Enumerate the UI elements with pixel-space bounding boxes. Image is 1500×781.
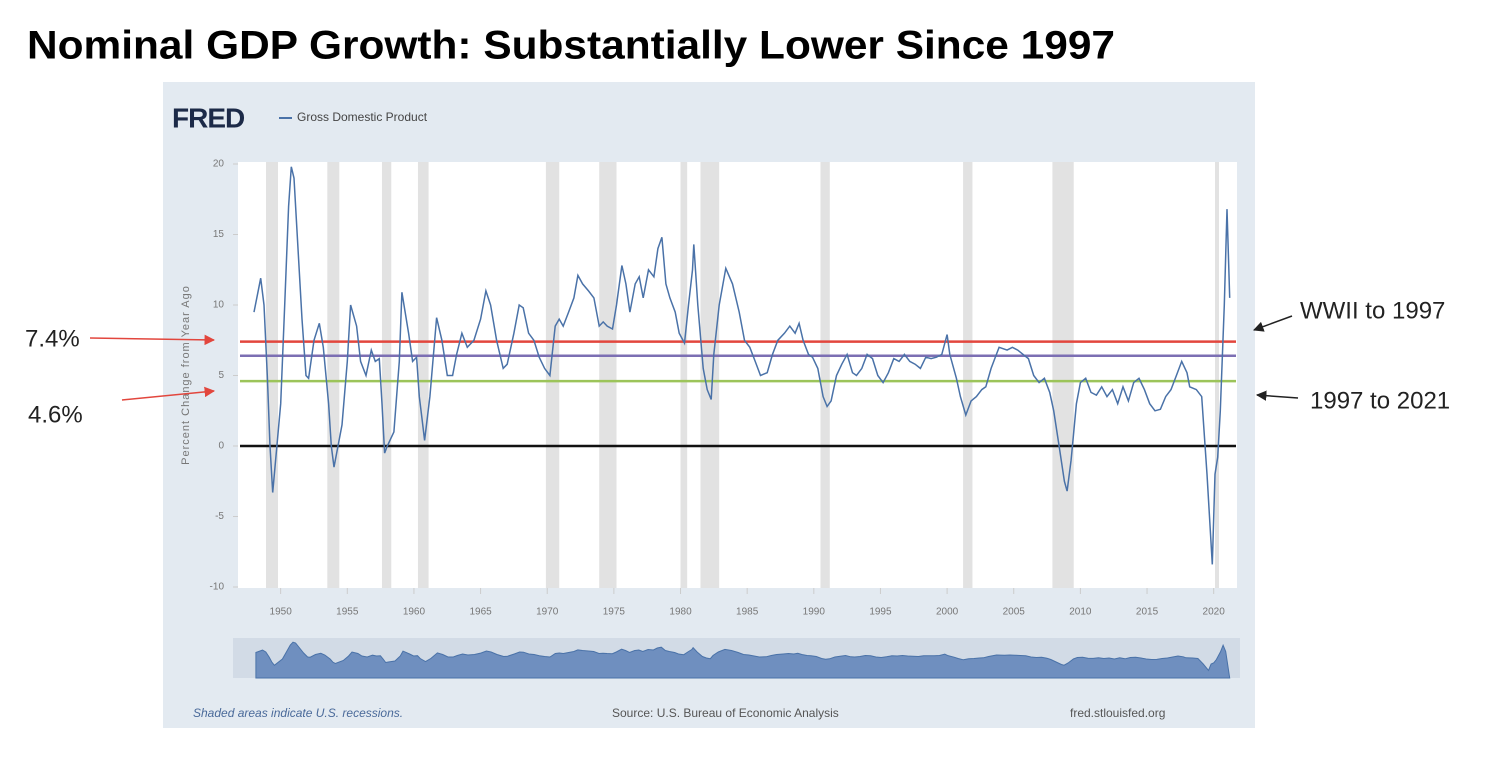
- recession-band: [820, 162, 830, 588]
- x-tick-label: 2010: [1069, 607, 1092, 618]
- y-axis-label: Percent Change from Year Ago: [180, 285, 192, 465]
- x-tick-label: 1970: [536, 607, 559, 618]
- navigator-line: [255, 641, 1231, 679]
- annotation-label: 7.4%: [25, 325, 80, 352]
- annotation-arrow: [121, 386, 216, 401]
- annotation-arrow: [1255, 390, 1299, 401]
- annotation-arrow: [89, 334, 216, 346]
- x-tick-label: 2000: [936, 607, 959, 618]
- site-note: fred.stlouisfed.org: [1070, 706, 1165, 720]
- annotation-arrow: [1253, 315, 1293, 332]
- x-tick-label: 1995: [869, 607, 892, 618]
- recession-band: [327, 162, 340, 588]
- x-tick-label: 1965: [469, 607, 492, 618]
- x-tick-label: 1990: [803, 607, 826, 618]
- x-tick-label: 1960: [403, 607, 426, 618]
- series-line: [253, 166, 1231, 565]
- y-tick-label: 0: [218, 441, 224, 452]
- x-tick-label: 1985: [736, 607, 759, 618]
- y-tick-label: -5: [215, 511, 224, 522]
- recession-band: [599, 162, 617, 588]
- y-tick-label: 10: [213, 300, 225, 311]
- x-tick-label: 1975: [603, 607, 626, 618]
- brand-logo: FRED: [172, 102, 245, 133]
- y-tick-label: 20: [213, 159, 225, 170]
- y-tick-label: 5: [218, 370, 224, 381]
- recession-band: [381, 162, 392, 588]
- recession-band: [1052, 162, 1074, 588]
- recession-band: [265, 162, 278, 588]
- x-tick-label: 1980: [669, 607, 692, 618]
- x-tick-label: 2005: [1003, 607, 1026, 618]
- recession-band: [680, 162, 688, 588]
- page-title: Nominal GDP Growth: Substantially Lower …: [27, 24, 1115, 68]
- recession-band: [417, 162, 429, 588]
- x-tick-label: 2015: [1136, 607, 1159, 618]
- x-tick-label: 1950: [270, 607, 293, 618]
- recession-band: [545, 162, 560, 588]
- recession-band: [700, 162, 720, 588]
- x-tick-label: 2020: [1203, 607, 1226, 618]
- legend-label: Gross Domestic Product: [297, 110, 428, 124]
- y-tick-label: -10: [210, 582, 225, 593]
- recession-band: [963, 162, 973, 588]
- source-note: Source: U.S. Bureau of Economic Analysis: [612, 706, 839, 720]
- recession-note: Shaded areas indicate U.S. recessions.: [193, 706, 403, 720]
- annotation-note: WWII to 1997: [1300, 297, 1445, 324]
- recession-band: [1215, 162, 1220, 588]
- y-tick-label: 15: [213, 229, 225, 240]
- annotation-label: 4.6%: [28, 401, 83, 428]
- annotation-note: 1997 to 2021: [1310, 387, 1450, 414]
- x-tick-label: 1955: [336, 607, 359, 618]
